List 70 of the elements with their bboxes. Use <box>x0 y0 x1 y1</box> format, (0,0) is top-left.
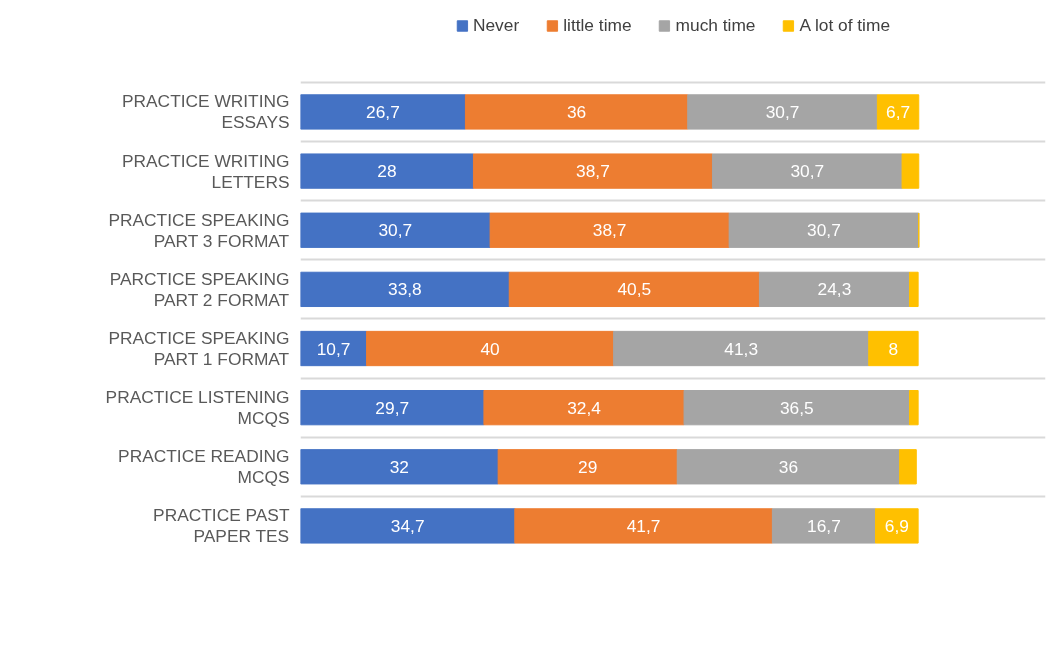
y-tick-label: PRACTICE PAST PAPER TES <box>153 505 290 547</box>
data-label: 36 <box>778 456 799 477</box>
data-label: 6,7 <box>886 101 911 122</box>
bar <box>514 508 773 544</box>
data-label: 40 <box>480 338 500 359</box>
data-label: 36,5 <box>779 397 814 418</box>
y-tick-label: PRACTICE SPEAKING PART 1 FORMAT <box>108 328 290 370</box>
y-tick-label: PRACTICE SPEAKING PART 3 FORMAT <box>108 209 290 251</box>
data-label: 41,7 <box>626 515 661 536</box>
bar <box>687 94 878 130</box>
data-label: 26,7 <box>366 101 400 122</box>
bar <box>300 508 516 544</box>
data-label: 28 <box>377 161 397 182</box>
bar <box>876 94 920 130</box>
y-tick-label: PRACTICE WRITING ESSAYS <box>122 91 290 133</box>
data-label: 38,7 <box>576 161 610 182</box>
bar <box>711 153 903 189</box>
data-label: 30,7 <box>378 220 413 241</box>
bar <box>683 390 910 426</box>
data-label: 30,7 <box>765 101 800 122</box>
data-label: 40,5 <box>617 279 652 300</box>
bar <box>300 390 485 426</box>
data-label: 36 <box>566 101 587 122</box>
bar <box>472 153 713 189</box>
bar <box>508 271 760 308</box>
bar <box>908 271 919 308</box>
data-label: 34,7 <box>390 515 425 536</box>
data-label: 29 <box>578 456 598 477</box>
bar <box>901 153 920 189</box>
data-label: 33,8 <box>388 279 422 300</box>
data-label: 10,7 <box>316 338 351 359</box>
bar <box>300 212 491 248</box>
y-tick-label: PRACTICE WRITING LETTERS <box>122 150 290 192</box>
bar <box>300 330 368 367</box>
data-label: 24,3 <box>817 279 852 300</box>
data-label: 6,9 <box>884 515 909 536</box>
data-label: 38,7 <box>592 220 627 241</box>
legend-label: little time <box>563 15 632 36</box>
data-label: 29,7 <box>375 397 410 418</box>
bar <box>489 212 730 248</box>
legend-label: A lot of time <box>799 15 891 36</box>
y-tick-label: PRACTICE LISTENING MCQS <box>105 387 290 429</box>
bar <box>464 94 689 130</box>
bar <box>300 271 510 308</box>
bar <box>497 449 678 485</box>
data-label: 16,7 <box>807 515 841 536</box>
data-label: 32,4 <box>567 397 602 418</box>
bar <box>875 508 919 544</box>
bar <box>908 390 919 426</box>
bar <box>728 212 920 248</box>
y-tick-label: PRACTICE READING MCQS <box>118 446 290 488</box>
y-tick-label: PARCTICE SPEAKING PART 2 FORMAT <box>109 268 290 310</box>
bar <box>366 330 615 367</box>
data-label: 30,7 <box>807 220 841 241</box>
bar <box>771 508 877 544</box>
legend-label: Never <box>472 15 520 36</box>
bar <box>758 271 910 308</box>
bar <box>613 330 870 367</box>
legend-label: much time <box>675 15 756 36</box>
bar <box>483 390 685 426</box>
data-label: 41,3 <box>724 338 759 359</box>
bar <box>300 449 499 485</box>
bar <box>300 153 474 189</box>
bar <box>300 94 466 130</box>
bar <box>899 449 917 485</box>
data-label: 32 <box>389 456 409 477</box>
data-label: 8 <box>888 338 899 359</box>
bar <box>868 330 919 367</box>
data-label: 30,7 <box>790 161 825 182</box>
bar <box>676 449 901 485</box>
